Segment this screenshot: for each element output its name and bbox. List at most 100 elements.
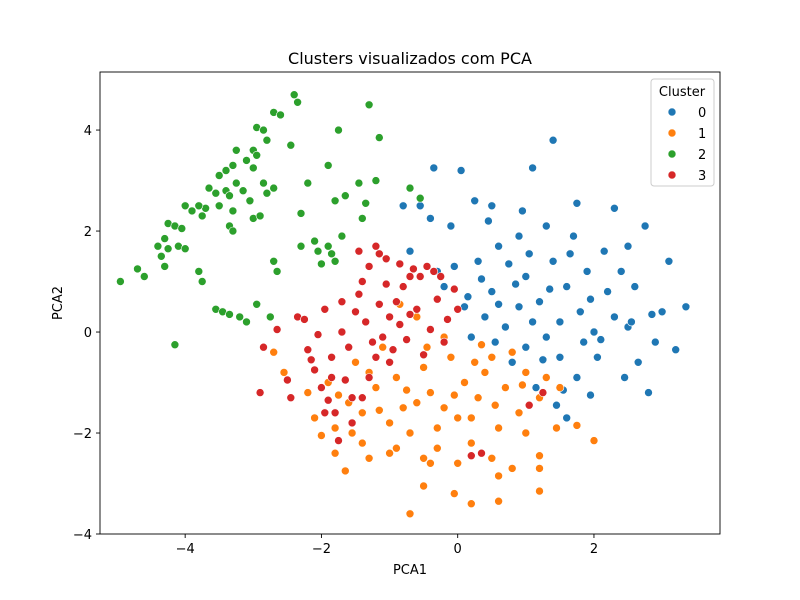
data-point [269,256,279,266]
data-point [412,398,422,408]
data-point [470,196,480,206]
data-point [371,241,381,251]
x-axis: −4 −2 0 2 [176,534,598,557]
data-point [480,368,490,377]
data-point [364,100,374,110]
data-point [575,307,585,317]
data-point [232,178,241,188]
data-point [436,272,446,281]
x-axis-label: PCA1 [393,563,427,578]
data-point [521,342,531,352]
data-point [204,183,214,193]
data-point [398,282,408,291]
y-tick-label: 0 [84,326,92,341]
data-point [562,413,572,423]
data-point [490,337,500,347]
data-point [330,448,340,458]
data-point [347,393,357,403]
data-point [337,327,347,337]
data-point [412,304,422,314]
data-point [153,241,163,251]
data-point [140,272,149,281]
data-point [361,317,371,327]
data-point [422,342,432,352]
data-point [255,388,265,397]
data-point [453,458,463,468]
data-point [133,264,142,274]
data-point [381,254,391,264]
data-point [232,146,241,155]
data-point [671,345,681,355]
data-point [317,431,326,440]
data-point [265,312,275,322]
data-point [337,231,347,241]
data-point [487,201,497,211]
data-point [405,272,415,281]
data-point [572,199,582,208]
data-point [449,262,459,271]
data-point [405,246,415,256]
data-point [460,378,469,387]
data-point [371,352,381,362]
data-point [194,267,204,276]
data-point [569,231,578,241]
data-point [313,246,323,256]
data-point [419,363,428,372]
data-point [466,438,476,448]
data-point [514,231,524,241]
data-point [259,178,268,188]
data-point [548,135,558,145]
data-point [344,342,354,352]
data-point [466,332,476,342]
data-point [272,325,282,334]
data-point [340,466,350,476]
data-point [586,294,595,304]
data-point [473,393,483,403]
data-point [521,428,531,438]
data-point [160,262,169,271]
data-point [378,332,388,342]
data-point [269,183,279,193]
data-point [511,279,520,289]
data-point [310,236,319,246]
data-point [163,244,173,253]
data-point [535,486,544,496]
data-point [426,388,435,397]
data-point [327,352,336,362]
x-tick-label: 2 [590,542,598,557]
data-point [535,464,544,473]
data-point [296,241,306,251]
data-point [392,443,401,453]
data-point [252,299,262,309]
data-point [555,352,565,362]
data-point [541,332,551,342]
data-point [235,312,244,322]
data-point [177,224,187,233]
data-point [364,453,374,463]
data-point [501,383,510,392]
data-point [405,183,415,193]
data-point [521,272,531,281]
data-point [286,140,296,150]
data-point [552,423,561,433]
data-point [620,373,629,382]
data-point [330,196,340,206]
data-point [357,214,367,223]
data-point [320,304,330,314]
data-point [514,302,524,312]
data-point [303,178,313,188]
data-point [170,340,180,350]
data-point [596,335,606,344]
data-point [456,166,466,175]
data-point [552,400,561,410]
data-point [116,277,125,286]
data-point [426,325,435,334]
legend-marker-2 [667,149,677,159]
data-point [415,201,425,211]
data-point [477,340,486,350]
data-point [340,191,350,200]
data-point [330,408,340,418]
data-point [494,471,503,481]
data-point [323,241,333,251]
data-point [507,357,517,367]
